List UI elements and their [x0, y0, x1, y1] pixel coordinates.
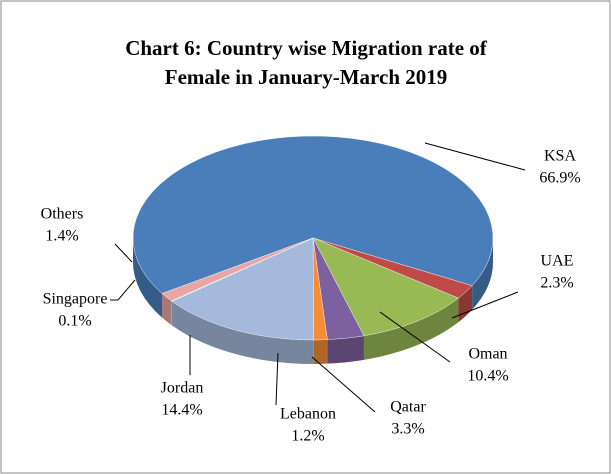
- value-label: 1.2%: [291, 428, 324, 445]
- slice-side: [171, 301, 314, 365]
- leader-line: [110, 279, 136, 301]
- chart-title: Chart 6: Country wise Migration rate of: [125, 36, 488, 60]
- slice: [132, 135, 494, 294]
- leader-line: [451, 291, 519, 319]
- slice-side: [162, 293, 172, 325]
- slice: [312, 237, 459, 337]
- category-label: Singapore: [43, 291, 108, 308]
- slice-side: [171, 300, 172, 326]
- leader-line: [424, 142, 526, 171]
- category-label: Qatar: [390, 399, 426, 416]
- slice-side: [458, 285, 473, 323]
- value-label: 1.4%: [45, 228, 78, 245]
- category-label: Others: [41, 206, 84, 223]
- slice: [161, 237, 314, 302]
- slice-side: [313, 339, 328, 364]
- category-label: Lebanon: [280, 406, 336, 423]
- leader-line: [379, 311, 451, 363]
- slice-side: [133, 238, 163, 318]
- value-label: 3.3%: [391, 421, 424, 438]
- value-label: 14.4%: [161, 402, 202, 419]
- value-label: 0.1%: [58, 313, 91, 330]
- category-label: UAE: [541, 253, 574, 270]
- slice-side: [472, 238, 493, 310]
- value-label: 2.3%: [540, 275, 573, 292]
- category-label: Jordan: [161, 380, 204, 397]
- slice-side: [363, 298, 459, 360]
- category-label: Oman: [468, 346, 507, 363]
- slice-side: [327, 335, 364, 364]
- value-label: 66.9%: [539, 170, 580, 187]
- leader-line: [114, 243, 133, 263]
- leader-line: [275, 352, 279, 406]
- slice: [171, 237, 314, 341]
- value-label: 10.4%: [467, 368, 508, 385]
- leader-line: [311, 356, 376, 413]
- category-label: KSA: [544, 148, 576, 165]
- chart-title: Female in January-March 2019: [165, 65, 448, 89]
